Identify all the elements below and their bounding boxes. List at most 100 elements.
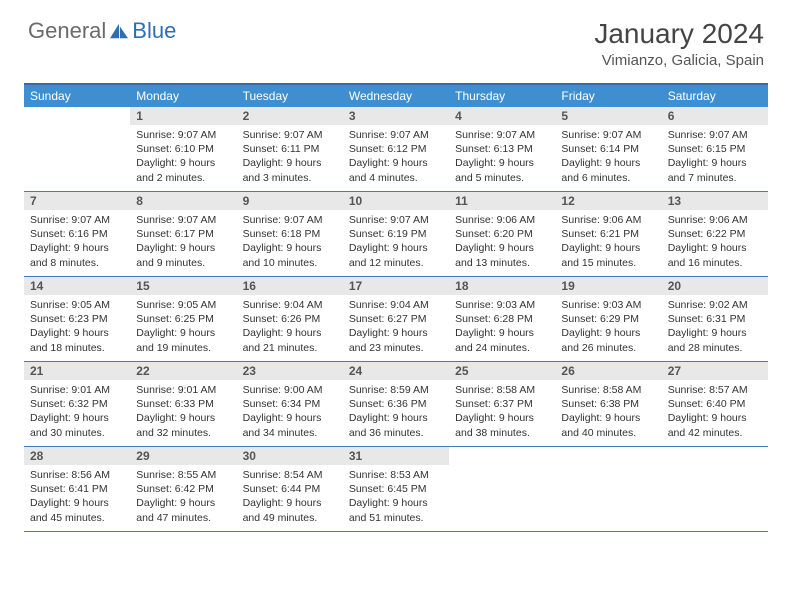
sunset-line: Sunset: 6:13 PM [455, 143, 533, 155]
daylight-line: Daylight: 9 hours and 9 minutes. [136, 242, 215, 268]
daylight-line: Daylight: 9 hours and 10 minutes. [243, 242, 322, 268]
sunrise-line: Sunrise: 9:05 AM [30, 299, 110, 311]
day-number: 9 [237, 192, 343, 210]
logo: General Blue [28, 18, 176, 44]
day-details: Sunrise: 9:06 AMSunset: 6:22 PMDaylight:… [662, 210, 768, 274]
sunrise-line: Sunrise: 9:07 AM [349, 129, 429, 141]
day-number: 30 [237, 447, 343, 465]
page-title: January 2024 [594, 18, 764, 50]
calendar-week: .1 Sunrise: 9:07 AM Sunset: 6:10 PM Dayligh… [24, 107, 768, 192]
calendar-cell: 26Sunrise: 8:58 AMSunset: 6:38 PMDayligh… [555, 362, 661, 446]
sunset-line: Sunset: 6:17 PM [136, 228, 214, 240]
day-details: Sunrise: 8:56 AM Sunset: 6:41 PM Daylight:… [24, 465, 130, 529]
sunset-line: Sunset: 6:32 PM [30, 398, 108, 410]
calendar-cell: 6Sunrise: 9:07 AMSunset: 6:15 PMDaylight… [662, 107, 768, 191]
calendar-cell: 28 Sunrise: 8:56 AM Sunset: 6:41 PM Dayligh… [24, 447, 130, 531]
day-number: 15 [130, 277, 236, 295]
day-details: Sunrise: 9:07 AM Sunset: 6:16 PM Daylight:… [24, 210, 130, 274]
day-number: 11 [449, 192, 555, 210]
day-number: 10 [343, 192, 449, 210]
daylight-line: Daylight: 9 hours and 24 minutes. [455, 327, 534, 353]
sunrise-line: Sunrise: 9:07 AM [243, 214, 323, 226]
day-details: Sunrise: 9:00 AMSunset: 6:34 PMDaylight:… [237, 380, 343, 444]
daylight-line: Daylight: 9 hours and 12 minutes. [349, 242, 428, 268]
calendar-cell: 20Sunrise: 9:02 AMSunset: 6:31 PMDayligh… [662, 277, 768, 361]
daylight-line: Daylight: 9 hours and 32 minutes. [136, 412, 215, 438]
day-number: 3 [343, 107, 449, 125]
sunset-line: Sunset: 6:18 PM [243, 228, 321, 240]
day-number: 16 [237, 277, 343, 295]
sunset-line: Sunset: 6:45 PM [349, 483, 427, 495]
sunset-line: Sunset: 6:33 PM [136, 398, 214, 410]
calendar-cell: 22Sunrise: 9:01 AMSunset: 6:33 PMDayligh… [130, 362, 236, 446]
sunset-line: Sunset: 6:31 PM [668, 313, 746, 325]
day-number: 21 [24, 362, 130, 380]
calendar-cell: 23Sunrise: 9:00 AMSunset: 6:34 PMDayligh… [237, 362, 343, 446]
sunrise-line: Sunrise: 8:53 AM [349, 469, 429, 481]
calendar-cell: 21Sunrise: 9:01 AMSunset: 6:32 PMDayligh… [24, 362, 130, 446]
sunset-line: Sunset: 6:16 PM [30, 228, 108, 240]
sunrise-line: Sunrise: 9:04 AM [349, 299, 429, 311]
day-details: Sunrise: 8:53 AMSunset: 6:45 PMDaylight:… [343, 465, 449, 529]
day-number: 29 [130, 447, 236, 465]
day-header-cell: Monday [130, 85, 236, 107]
day-details: Sunrise: 9:03 AMSunset: 6:28 PMDaylight:… [449, 295, 555, 359]
calendar-cell: 15Sunrise: 9:05 AMSunset: 6:25 PMDayligh… [130, 277, 236, 361]
sunset-line: Sunset: 6:34 PM [243, 398, 321, 410]
day-number: 18 [449, 277, 555, 295]
day-header-cell: Friday [555, 85, 661, 107]
day-details: Sunrise: 9:02 AMSunset: 6:31 PMDaylight:… [662, 295, 768, 359]
day-header-cell: Sunday [24, 85, 130, 107]
daylight-line: Daylight: 9 hours and 45 minutes. [30, 497, 109, 523]
calendar-week: 14Sunrise: 9:05 AMSunset: 6:23 PMDayligh… [24, 277, 768, 362]
calendar-cell-empty: . [24, 107, 130, 191]
sunrise-line: Sunrise: 9:05 AM [136, 299, 216, 311]
calendar-cell: 25Sunrise: 8:58 AMSunset: 6:37 PMDayligh… [449, 362, 555, 446]
sunrise-line: Sunrise: 9:06 AM [455, 214, 535, 226]
calendar-cell: 5Sunrise: 9:07 AMSunset: 6:14 PMDaylight… [555, 107, 661, 191]
location-subtitle: Vimianzo, Galicia, Spain [594, 52, 764, 69]
sunrise-line: Sunrise: 9:07 AM [349, 214, 429, 226]
daylight-line: Daylight: 9 hours and 15 minutes. [561, 242, 640, 268]
sunrise-line: Sunrise: 9:07 AM [136, 214, 216, 226]
sunrise-line: Sunrise: 9:03 AM [561, 299, 641, 311]
daylight-line: Daylight: 9 hours and 6 minutes. [561, 157, 640, 183]
title-block: January 2024 Vimianzo, Galicia, Spain [594, 18, 764, 69]
calendar-cell: 7Sunrise: 9:07 AMSunset: 6:16 PMDaylight… [24, 192, 130, 276]
sunset-line: Sunset: 6:22 PM [668, 228, 746, 240]
sunrise-line: Sunrise: 8:54 AM [243, 469, 323, 481]
day-number: 1 [130, 107, 236, 125]
sunrise-line: Sunrise: 9:04 AM [243, 299, 323, 311]
day-number: 23 [237, 362, 343, 380]
daylight-line: Daylight: 9 hours and 3 minutes. [243, 157, 322, 183]
sunset-line: Sunset: 6:11 PM [243, 143, 320, 155]
sunset-line: Sunset: 6:42 PM [136, 483, 214, 495]
header: General Blue January 2024 Vimianzo, Gali… [0, 0, 792, 77]
day-header-cell: Tuesday [237, 85, 343, 107]
day-details: Sunrise: 9:06 AMSunset: 6:20 PMDaylight:… [449, 210, 555, 274]
daylight-line: Daylight: 9 hours and 30 minutes. [30, 412, 109, 438]
day-details: Sunrise: 9:04 AMSunset: 6:26 PMDaylight:… [237, 295, 343, 359]
daylight-line: Daylight: 9 hours and 47 minutes. [136, 497, 215, 523]
daylight-line: Daylight: 9 hours and 8 minutes. [30, 242, 109, 268]
sunset-line: Sunset: 6:26 PM [243, 313, 321, 325]
day-details: Sunrise: 9:07 AMSunset: 6:19 PMDaylight:… [343, 210, 449, 274]
calendar-cell: 14Sunrise: 9:05 AMSunset: 6:23 PMDayligh… [24, 277, 130, 361]
sunrise-line: Sunrise: 9:06 AM [561, 214, 641, 226]
daylight-line: Daylight: 9 hours and 49 minutes. [243, 497, 322, 523]
sunset-line: Sunset: 6:10 PM [136, 143, 214, 155]
calendar-cell: 11Sunrise: 9:06 AMSunset: 6:20 PMDayligh… [449, 192, 555, 276]
sunrise-line: Sunrise: 8:55 AM [136, 469, 216, 481]
calendar-cell: 8Sunrise: 9:07 AMSunset: 6:17 PMDaylight… [130, 192, 236, 276]
sunrise-line: Sunrise: 8:56 AM [30, 469, 110, 481]
logo-text-blue: Blue [132, 18, 176, 44]
day-number: 17 [343, 277, 449, 295]
day-number: 28 [24, 447, 130, 465]
sunset-line: Sunset: 6:41 PM [30, 483, 108, 495]
calendar-cell: 16Sunrise: 9:04 AMSunset: 6:26 PMDayligh… [237, 277, 343, 361]
daylight-line: Daylight: 9 hours and 4 minutes. [349, 157, 428, 183]
sunrise-line: Sunrise: 9:07 AM [30, 214, 110, 226]
calendar-cell: 17Sunrise: 9:04 AMSunset: 6:27 PMDayligh… [343, 277, 449, 361]
calendar-cell: 31Sunrise: 8:53 AMSunset: 6:45 PMDayligh… [343, 447, 449, 531]
sunrise-line: Sunrise: 9:06 AM [668, 214, 748, 226]
